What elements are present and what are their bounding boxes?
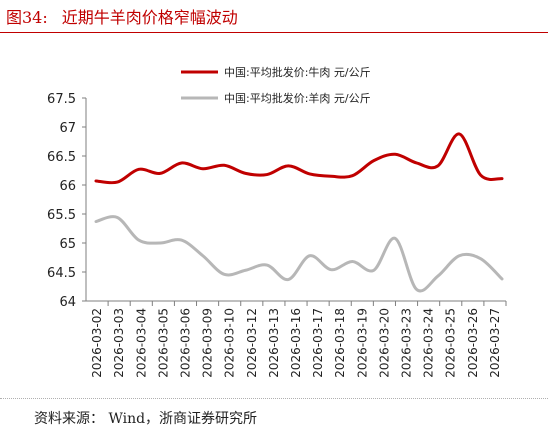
x-tick-label: 2026-03-24 xyxy=(422,308,436,378)
x-tick-label: 2026-03-02 xyxy=(90,308,104,378)
y-tick-label: 66 xyxy=(59,179,76,194)
y-tick-label: 67 xyxy=(59,121,76,136)
series-line-mutton xyxy=(94,215,504,293)
x-tick-label: 2026-03-05 xyxy=(156,308,170,378)
x-axis: 2026-03-02 2026-03-03 2026-03-04 2026-03-05… xyxy=(86,300,507,378)
title-rule xyxy=(0,32,548,33)
x-tick-label: 2026-03-10 xyxy=(223,308,237,378)
y-axis: 64 64.5 65 65.5 66 66.5 67 67.5 xyxy=(47,92,87,310)
x-tick-label: 2026-03-27 xyxy=(488,308,502,378)
x-tick-label: 2026-03-25 xyxy=(444,308,458,378)
y-tick-label: 67.5 xyxy=(47,92,76,107)
x-tick-label: 2026-03-03 xyxy=(112,308,126,378)
y-tick-label: 65.5 xyxy=(47,208,76,223)
figure-number: 图34: xyxy=(6,8,48,27)
y-tick-label: 64 xyxy=(59,295,76,310)
figure-title-text: 近期牛羊肉价格窄幅波动 xyxy=(61,8,238,27)
x-tick-label: 2026-03-12 xyxy=(245,308,259,378)
source-note: 资料来源： Wind，浙商证券研究所 xyxy=(34,411,258,427)
y-tick-label: 66.5 xyxy=(47,150,76,165)
x-tick-label: 2026-03-06 xyxy=(178,308,192,378)
y-tick-label: 64.5 xyxy=(47,266,76,281)
legend-label-beef: 中国:平均批发价:牛肉 元/公斤 xyxy=(224,65,371,79)
x-tick-label: 2026-03-04 xyxy=(134,308,148,378)
x-tick-label: 2026-03-26 xyxy=(466,308,480,378)
series-line-beef xyxy=(94,132,504,185)
x-tick-label: 2026-03-19 xyxy=(355,308,369,378)
y-tick-label: 65 xyxy=(59,237,76,252)
x-tick-label: 2026-03-20 xyxy=(377,308,391,378)
x-tick-label: 2026-03-23 xyxy=(400,308,414,378)
x-tick-label: 2026-03-17 xyxy=(311,308,325,378)
series-layer xyxy=(94,132,504,293)
footer-rule xyxy=(0,398,548,399)
legend: 中国:平均批发价:牛肉 元/公斤 中国:平均批发价:羊肉 元/公斤 xyxy=(181,65,371,105)
x-tick-label: 2026-03-09 xyxy=(201,308,215,378)
figure-title: 图34: 近期牛羊肉价格窄幅波动 xyxy=(6,4,238,28)
x-tick-label: 2026-03-16 xyxy=(289,308,303,378)
legend-label-mutton: 中国:平均批发价:羊肉 元/公斤 xyxy=(224,91,371,105)
x-tick-label: 2026-03-18 xyxy=(333,308,347,378)
x-tick-label: 2026-03-13 xyxy=(267,308,281,378)
line-chart: 中国:平均批发价:牛肉 元/公斤 中国:平均批发价:羊肉 元/公斤 64 64.5… xyxy=(47,65,507,378)
